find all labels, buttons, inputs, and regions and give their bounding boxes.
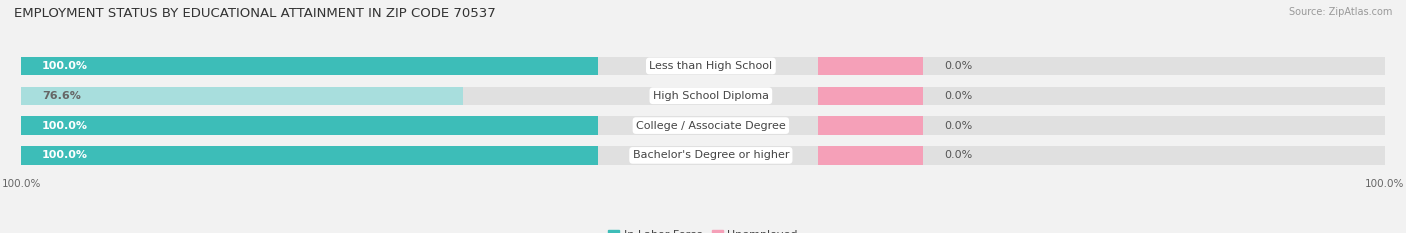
Bar	[21, 116, 598, 135]
Text: 100.0%: 100.0%	[42, 61, 89, 71]
Bar	[818, 86, 924, 105]
Text: 76.6%: 76.6%	[42, 91, 82, 101]
Bar	[818, 57, 924, 75]
Text: EMPLOYMENT STATUS BY EDUCATIONAL ATTAINMENT IN ZIP CODE 70537: EMPLOYMENT STATUS BY EDUCATIONAL ATTAINM…	[14, 7, 496, 20]
Text: Source: ZipAtlas.com: Source: ZipAtlas.com	[1288, 7, 1392, 17]
Text: High School Diploma: High School Diploma	[652, 91, 769, 101]
Text: College / Associate Degree: College / Associate Degree	[636, 120, 786, 130]
Bar	[818, 116, 924, 135]
Bar	[21, 86, 463, 105]
Bar	[21, 86, 1385, 105]
Text: 100.0%: 100.0%	[42, 150, 89, 160]
Text: Bachelor's Degree or higher: Bachelor's Degree or higher	[633, 150, 789, 160]
Text: 100.0%: 100.0%	[42, 120, 89, 130]
Text: 0.0%: 0.0%	[945, 120, 973, 130]
Text: Less than High School: Less than High School	[650, 61, 772, 71]
Bar	[21, 57, 1385, 75]
Bar	[21, 116, 1385, 135]
Text: 0.0%: 0.0%	[945, 91, 973, 101]
Bar	[21, 57, 598, 75]
Text: 0.0%: 0.0%	[945, 150, 973, 160]
Bar	[21, 146, 1385, 165]
Bar	[818, 146, 924, 165]
Text: 0.0%: 0.0%	[945, 61, 973, 71]
Legend: In Labor Force, Unemployed: In Labor Force, Unemployed	[609, 230, 797, 233]
Bar	[21, 146, 598, 165]
